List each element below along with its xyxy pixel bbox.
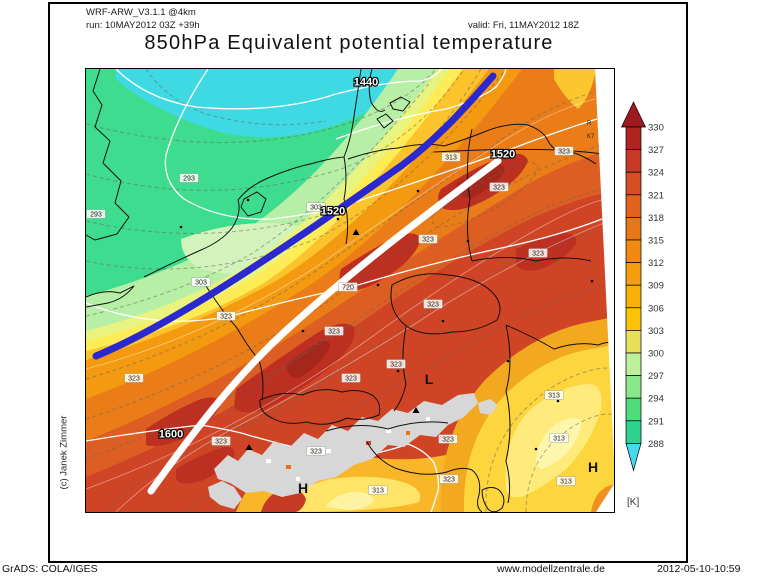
author-credit: (c) Janek Zimmer <box>59 403 70 503</box>
pressure-letter-h: H <box>298 480 308 496</box>
contour-value-label: 323 <box>310 448 322 455</box>
contour-value-label: 323 <box>442 436 454 443</box>
colorbar-segment <box>626 285 641 308</box>
contour-value-label: 323 <box>558 148 570 155</box>
colorbar-over-arrow <box>622 102 646 127</box>
colorbar-tick-label: 321 <box>648 190 664 201</box>
grads-credit: GrADS: COLA/IGES <box>2 563 98 575</box>
colorbar: 330 327 324 321 318 315 312 309 306 303 300 297 294 2… <box>620 96 684 488</box>
contour-value-label: 303 <box>195 279 207 286</box>
colorbar-segment <box>626 217 641 240</box>
colorbar-segment <box>626 172 641 195</box>
colorbar-segment <box>626 127 641 150</box>
colorbar-tick-label: 300 <box>648 349 664 360</box>
valid-time-label: valid: Fri, 11MAY2012 18Z <box>468 20 579 31</box>
contour-value-label: 323 <box>345 375 357 382</box>
contour-value-label: 313 <box>445 154 457 161</box>
contour-value-label: 313 <box>372 487 384 494</box>
contour-value-label: 313 <box>548 392 560 399</box>
contour-value-label: 323 <box>427 301 439 308</box>
colorbar-segment <box>626 330 641 353</box>
colorbar-segment <box>626 150 641 173</box>
height-contour-label: 1520 <box>491 149 515 161</box>
creation-timestamp: 2012-05-10-10:59 <box>657 563 740 575</box>
colorbar-segment <box>626 240 641 263</box>
colorbar-tick-label: 297 <box>648 371 664 382</box>
colorbar-tick-label: 306 <box>648 303 664 314</box>
pressure-letter-h: H <box>588 459 598 475</box>
contour-value-label: 313 <box>553 435 565 442</box>
station-mark: K7 <box>587 134 595 140</box>
weather-chart-page: WRF-ARW_V3.1.1 @4km run: 10MAY2012 03Z +… <box>0 0 770 578</box>
colorbar-segment <box>626 376 641 399</box>
theta-e-map: 2932933033033133133133133133233233233233… <box>86 69 614 512</box>
station-mark: R <box>587 121 592 127</box>
colorbar-segment <box>626 353 641 376</box>
contour-value-label: 323 <box>443 476 455 483</box>
contour-value-label: 293 <box>90 211 102 218</box>
contour-value-label: 323 <box>422 236 434 243</box>
contour-value-label: 313 <box>560 478 572 485</box>
colorbar-tick-label: 291 <box>648 416 664 427</box>
colorbar-unit-label: [K] <box>627 497 639 508</box>
colorbar-under-arrow <box>626 443 641 470</box>
colorbar-tick-label: 294 <box>648 394 664 405</box>
colorbar-tick-label: 288 <box>648 439 664 450</box>
colorbar-segment <box>626 308 641 331</box>
contour-value-label: 323 <box>390 361 402 368</box>
colorbar-tick-label: 324 <box>648 168 664 179</box>
website-label: www.modellzentrale.de <box>497 563 605 575</box>
colorbar-segment <box>626 421 641 444</box>
colorbar-segment <box>626 195 641 218</box>
contour-value-label: 720 <box>342 284 354 291</box>
colorbar-tick-label: 309 <box>648 281 664 292</box>
contour-value-label: 323 <box>532 250 544 257</box>
contour-value-label: 323 <box>493 184 505 191</box>
contour-value-label: 323 <box>128 375 140 382</box>
map-panel: 2932933033033133133133133133233233233233… <box>85 68 615 513</box>
model-version-label: WRF-ARW_V3.1.1 @4km <box>86 7 196 18</box>
contour-value-label: 323 <box>220 313 232 320</box>
contour-value-label: 323 <box>328 328 340 335</box>
height-contour-label: 1520 <box>321 206 345 218</box>
run-time-label: run: 10MAY2012 03Z +39h <box>86 20 200 31</box>
colorbar-tick-label: 330 <box>648 123 664 134</box>
colorbar-segment <box>626 398 641 421</box>
contour-value-label: 293 <box>183 175 195 182</box>
colorbar-tick-label: 312 <box>648 258 664 269</box>
colorbar-tick-label: 315 <box>648 236 664 247</box>
colorbar-segment <box>626 263 641 286</box>
chart-title: 850hPa Equivalent potential temperature <box>85 32 613 55</box>
colorbar-tick-label: 318 <box>648 213 664 224</box>
height-contour-label: 1600 <box>159 429 183 441</box>
colorbar-tick-label: 327 <box>648 145 664 156</box>
colorbar-tick-label: 303 <box>648 326 664 337</box>
pressure-letter-l: L <box>425 371 434 387</box>
contour-value-label: 323 <box>215 438 227 445</box>
height-contour-label: 1440 <box>354 77 378 89</box>
